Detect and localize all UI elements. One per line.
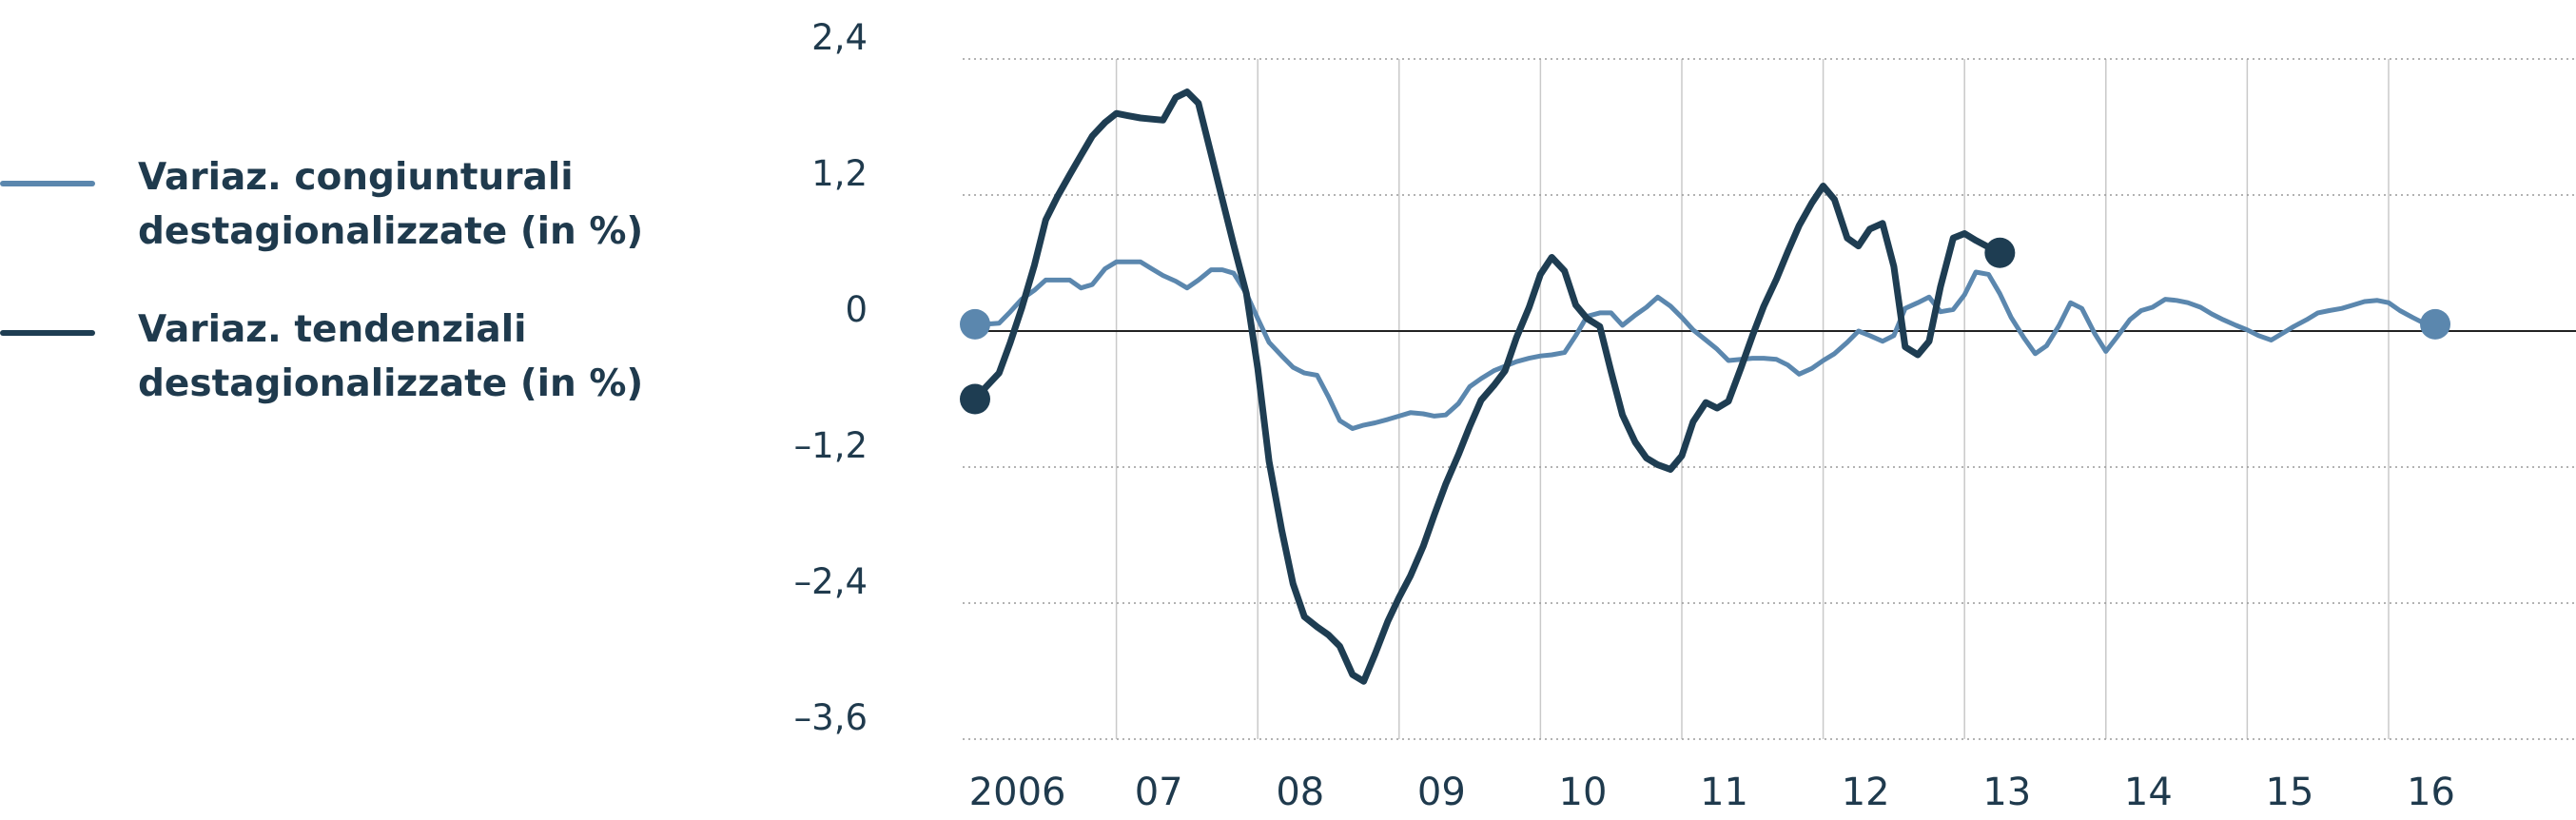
x-tick-label: 08 [1276, 771, 1324, 814]
y-tick-label: 1,2 [811, 153, 868, 194]
x-tick-label: 2006 [969, 771, 1066, 814]
y-tick-label: –1,2 [794, 425, 868, 466]
y-axis-ticks: 2,4 1,2 0 –1,2 –2,4 –3,6 [794, 17, 868, 738]
vertical-grid [1115, 59, 2390, 739]
x-tick-label: 09 [1417, 771, 1466, 814]
x-tick-label: 07 [1135, 771, 1183, 814]
horizontal-grid [963, 58, 2576, 740]
legend-label-tendenziali: Variaz. tendenziali destagionalizzate (i… [138, 308, 644, 405]
x-axis-ticks: 2006 07 08 09 10 11 12 13 14 15 16 [969, 771, 2455, 814]
x-tick-label: 14 [2124, 771, 2173, 814]
y-tick-label: –3,6 [794, 697, 868, 738]
series-start-point-0 [960, 308, 990, 340]
x-tick-label: 16 [2407, 771, 2455, 814]
series-line-1 [971, 88, 2003, 685]
x-tick-label: 12 [1842, 771, 1890, 814]
x-tick-label: 15 [2266, 771, 2314, 814]
series-end-point-1 [1984, 237, 2016, 268]
legend-label-congiunturali: Variaz. congiunturali destagionalizzate … [138, 156, 644, 253]
legend-swatch-congiunturali [0, 181, 95, 186]
legend-swatch-tendenziali [0, 330, 95, 336]
y-tick-label: 0 [845, 289, 868, 330]
x-tick-label: 10 [1559, 771, 1608, 814]
series-group [960, 88, 2451, 685]
legend: Variaz. congiunturali destagionalizzate … [0, 143, 723, 428]
x-tick-label: 11 [1700, 771, 1748, 814]
y-tick-label: –2,4 [794, 561, 868, 602]
series-line-0 [972, 259, 2438, 431]
series-start-point-1 [960, 383, 990, 415]
series-end-point-0 [2420, 308, 2451, 340]
x-tick-label: 13 [1982, 771, 2031, 814]
y-tick-label: 2,4 [811, 17, 868, 58]
